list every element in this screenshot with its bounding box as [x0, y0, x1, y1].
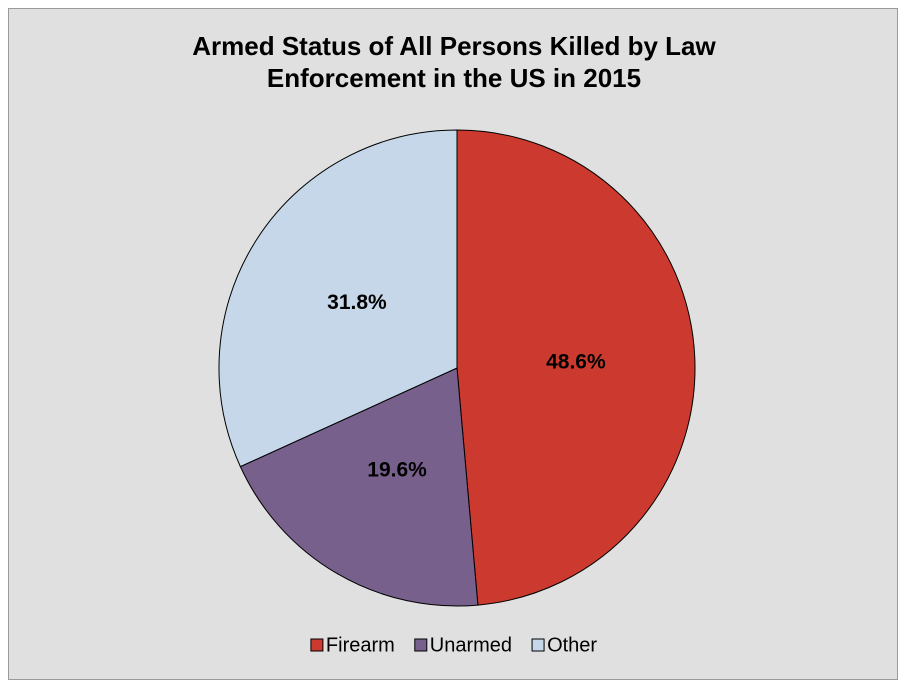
pie-slice [239, 367, 479, 607]
data-label: 48.6% [546, 350, 606, 373]
pie-slice [456, 129, 696, 606]
legend-label: Unarmed [430, 634, 512, 656]
chart-title: Armed Status of All Persons Killed by La… [192, 31, 716, 93]
legend-swatch [414, 638, 428, 652]
data-label: 19.6% [367, 458, 427, 481]
legend-swatch [531, 638, 545, 652]
legend: Firearm Unarmed Other [310, 634, 597, 656]
data-label: 31.8% [327, 291, 387, 314]
legend-label: Firearm [326, 634, 395, 656]
legend-swatch [310, 638, 324, 652]
pie-slice [218, 129, 458, 468]
legend-label: Other [547, 634, 597, 656]
